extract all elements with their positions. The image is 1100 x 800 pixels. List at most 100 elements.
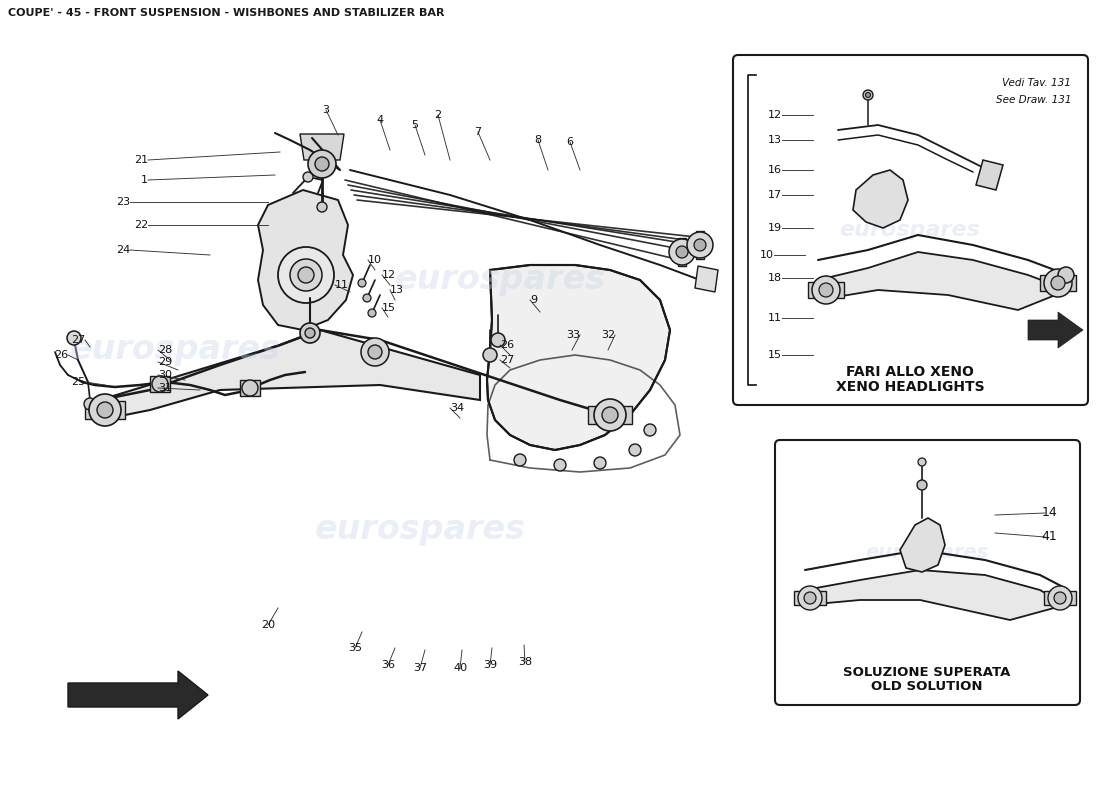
Text: 11: 11 (768, 313, 782, 323)
Circle shape (363, 294, 371, 302)
Text: 30: 30 (158, 370, 172, 380)
Text: 34: 34 (450, 403, 464, 413)
Text: 19: 19 (768, 223, 782, 233)
Text: 36: 36 (381, 660, 395, 670)
Text: 29: 29 (158, 357, 173, 367)
Circle shape (514, 454, 526, 466)
Polygon shape (85, 401, 125, 419)
Text: FARI ALLO XENO: FARI ALLO XENO (846, 365, 974, 379)
Polygon shape (678, 238, 686, 266)
Circle shape (315, 157, 329, 171)
Text: 17: 17 (768, 190, 782, 200)
Text: 14: 14 (1042, 506, 1057, 519)
Polygon shape (487, 265, 670, 450)
Text: 12: 12 (382, 270, 396, 280)
Text: 2: 2 (434, 110, 441, 120)
Polygon shape (900, 518, 945, 572)
Text: 12: 12 (768, 110, 782, 120)
Text: 39: 39 (483, 660, 497, 670)
Polygon shape (100, 330, 480, 420)
Text: 18: 18 (768, 273, 782, 283)
Circle shape (358, 279, 366, 287)
Circle shape (317, 202, 327, 212)
Circle shape (1044, 269, 1072, 297)
Polygon shape (1040, 275, 1076, 291)
Polygon shape (68, 671, 208, 719)
Circle shape (368, 345, 382, 359)
Circle shape (918, 458, 926, 466)
Text: 26: 26 (500, 340, 514, 350)
Text: 38: 38 (518, 657, 532, 667)
Text: 35: 35 (348, 643, 362, 653)
Circle shape (1054, 592, 1066, 604)
Text: 31: 31 (158, 383, 172, 393)
Polygon shape (976, 160, 1003, 190)
Polygon shape (588, 406, 632, 424)
Circle shape (864, 90, 873, 100)
Polygon shape (852, 170, 907, 228)
Circle shape (152, 376, 168, 392)
Text: See Draw. 131: See Draw. 131 (996, 95, 1071, 105)
Circle shape (866, 93, 870, 98)
Polygon shape (1028, 312, 1084, 348)
Text: 16: 16 (768, 165, 782, 175)
Text: eurospares: eurospares (69, 334, 280, 366)
Text: 11: 11 (336, 280, 349, 290)
Circle shape (917, 480, 927, 490)
FancyBboxPatch shape (733, 55, 1088, 405)
Circle shape (694, 239, 706, 251)
Text: 25: 25 (70, 377, 85, 387)
Circle shape (302, 172, 313, 182)
Circle shape (242, 380, 258, 396)
Text: eurospares: eurospares (839, 220, 980, 240)
Circle shape (804, 592, 816, 604)
Circle shape (820, 283, 833, 297)
Text: eurospares: eurospares (315, 514, 526, 546)
Circle shape (798, 586, 822, 610)
Circle shape (300, 323, 320, 343)
Text: 26: 26 (54, 350, 68, 360)
Text: 5: 5 (411, 120, 418, 130)
Text: 27: 27 (70, 335, 85, 345)
Text: 4: 4 (376, 115, 384, 125)
Circle shape (290, 259, 322, 291)
Text: OLD SOLUTION: OLD SOLUTION (871, 679, 982, 693)
Polygon shape (818, 252, 1068, 310)
Polygon shape (696, 231, 704, 259)
Circle shape (368, 309, 376, 317)
Circle shape (1048, 586, 1072, 610)
Polygon shape (805, 570, 1065, 620)
Circle shape (554, 459, 566, 471)
Circle shape (491, 333, 505, 347)
Polygon shape (1044, 591, 1076, 605)
Text: 8: 8 (535, 135, 541, 145)
Text: 37: 37 (412, 663, 427, 673)
Text: 41: 41 (1042, 530, 1057, 543)
Text: 9: 9 (530, 295, 537, 305)
Circle shape (602, 407, 618, 423)
Text: 13: 13 (768, 135, 782, 145)
Circle shape (97, 402, 113, 418)
Circle shape (594, 399, 626, 431)
Text: 13: 13 (390, 285, 404, 295)
Text: 10: 10 (760, 250, 774, 260)
Text: SOLUZIONE SUPERATA: SOLUZIONE SUPERATA (844, 666, 1011, 678)
Polygon shape (808, 282, 844, 298)
Text: 40: 40 (453, 663, 468, 673)
Circle shape (483, 348, 497, 362)
Circle shape (676, 246, 688, 258)
Polygon shape (794, 591, 826, 605)
FancyBboxPatch shape (776, 440, 1080, 705)
Text: 15: 15 (382, 303, 396, 313)
Text: 1: 1 (141, 175, 149, 185)
Circle shape (644, 424, 656, 436)
Circle shape (1058, 267, 1074, 283)
Text: 24: 24 (116, 245, 130, 255)
Circle shape (278, 247, 334, 303)
Circle shape (594, 457, 606, 469)
Text: 20: 20 (261, 620, 275, 630)
Text: 6: 6 (566, 137, 573, 147)
Circle shape (361, 338, 389, 366)
Circle shape (1050, 276, 1065, 290)
Text: 32: 32 (601, 330, 615, 340)
